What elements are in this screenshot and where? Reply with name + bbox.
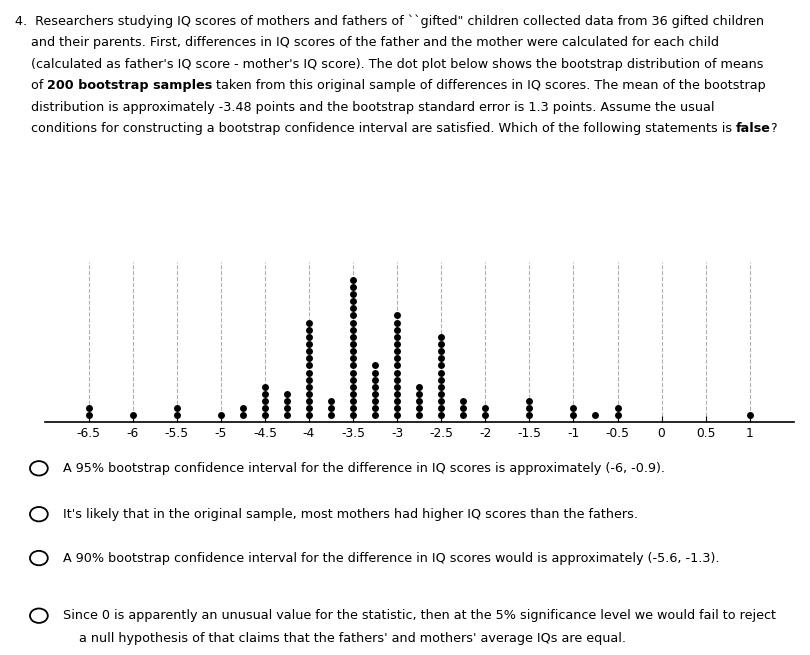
Text: false: false <box>735 122 770 136</box>
Text: distribution is approximately -3.48 points and the bootstrap standard error is 1: distribution is approximately -3.48 poin… <box>15 101 714 114</box>
Text: ?: ? <box>770 122 778 136</box>
Text: conditions for constructing a bootstrap confidence interval are satisfied. Which: conditions for constructing a bootstrap … <box>15 122 735 136</box>
Text: 4.  Researchers studying IQ scores of mothers and fathers of ``gifted" children : 4. Researchers studying IQ scores of mot… <box>15 14 764 28</box>
Text: of: of <box>15 79 47 92</box>
Text: It's likely that in the original sample, most mothers had higher IQ scores than : It's likely that in the original sample,… <box>63 508 638 521</box>
Text: a null hypothesis of that claims that the fathers' and mothers' average IQs are : a null hypothesis of that claims that th… <box>63 632 626 645</box>
Text: taken from this original sample of differences in IQ scores. The mean of the boo: taken from this original sample of diffe… <box>212 79 766 92</box>
Text: (calculated as father's IQ score - mother's IQ score). The dot plot below shows : (calculated as father's IQ score - mothe… <box>15 58 763 71</box>
Text: A 90% bootstrap confidence interval for the difference in IQ scores would is app: A 90% bootstrap confidence interval for … <box>63 552 719 565</box>
Text: A 95% bootstrap confidence interval for the difference in IQ scores is approxima: A 95% bootstrap confidence interval for … <box>63 462 665 475</box>
Text: 200 bootstrap samples: 200 bootstrap samples <box>47 79 212 92</box>
Text: and their parents. First, differences in IQ scores of the father and the mother : and their parents. First, differences in… <box>15 36 718 49</box>
Text: Since 0 is apparently an unusual value for the statistic, then at the 5% signifi: Since 0 is apparently an unusual value f… <box>63 609 776 622</box>
